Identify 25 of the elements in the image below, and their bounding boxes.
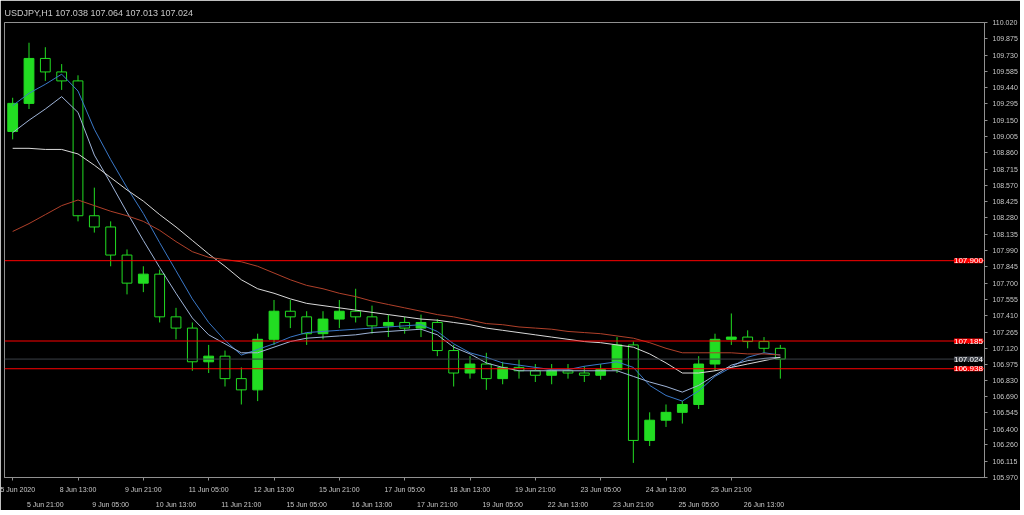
ref-line-label: 107.024: [953, 354, 984, 364]
candlestick: [480, 352, 492, 391]
ref-line-label: 107.900: [953, 256, 984, 266]
candlestick: [137, 265, 149, 293]
candlestick: [301, 310, 313, 346]
candlestick: [235, 366, 247, 405]
candlestick: [39, 46, 51, 82]
ref-line-label: 106.938: [953, 364, 984, 374]
candlestick: [725, 312, 737, 346]
candlestick: [170, 307, 182, 340]
ref-line-label: 107.185: [953, 336, 984, 346]
candlestick: [366, 305, 378, 335]
candlestick: [644, 411, 656, 447]
candlestick: [546, 363, 558, 385]
candlestick: [350, 288, 362, 323]
candlestick: [660, 403, 672, 428]
candlestick: [464, 355, 476, 380]
candlestick: [382, 314, 394, 338]
candlestick: [333, 299, 345, 329]
candlestick: [562, 363, 574, 380]
chart-title: USDJPY,H1 107.038 107.064 107.013 107.024: [4, 7, 193, 18]
candlestick: [284, 299, 296, 329]
candlestick: [676, 400, 688, 425]
candlestick: [317, 310, 329, 340]
candlestick: [88, 187, 100, 234]
